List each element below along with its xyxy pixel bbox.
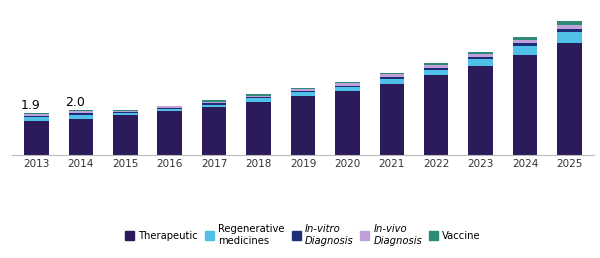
Bar bbox=[157, 108, 182, 109]
Bar bbox=[557, 32, 582, 44]
Bar bbox=[113, 113, 137, 115]
Bar bbox=[24, 114, 49, 116]
Bar bbox=[157, 106, 182, 108]
Bar bbox=[24, 121, 49, 155]
Bar bbox=[335, 83, 359, 86]
Bar bbox=[380, 77, 404, 78]
Bar bbox=[291, 88, 315, 89]
Bar bbox=[380, 75, 404, 77]
Bar bbox=[291, 91, 315, 92]
Bar bbox=[424, 63, 448, 65]
Bar bbox=[469, 52, 493, 54]
Bar bbox=[469, 66, 493, 155]
Bar bbox=[157, 111, 182, 155]
Bar bbox=[24, 113, 49, 114]
Bar bbox=[113, 111, 137, 112]
Bar bbox=[557, 25, 582, 29]
Bar bbox=[469, 54, 493, 57]
Bar bbox=[291, 96, 315, 155]
Bar bbox=[557, 29, 582, 32]
Bar bbox=[24, 116, 49, 117]
Text: 1.9: 1.9 bbox=[21, 99, 41, 112]
Bar bbox=[113, 110, 137, 111]
Bar bbox=[247, 97, 271, 99]
Bar bbox=[68, 119, 93, 155]
Bar bbox=[247, 95, 271, 97]
Bar bbox=[424, 68, 448, 69]
Bar bbox=[335, 86, 359, 87]
Bar bbox=[202, 107, 226, 155]
Bar bbox=[247, 99, 271, 102]
Bar bbox=[113, 112, 137, 113]
Bar bbox=[113, 115, 137, 155]
Bar bbox=[202, 102, 226, 103]
Bar bbox=[291, 89, 315, 91]
Bar bbox=[513, 40, 538, 44]
Text: 2.0: 2.0 bbox=[65, 96, 85, 109]
Bar bbox=[557, 44, 582, 155]
Bar bbox=[247, 94, 271, 95]
Bar bbox=[469, 59, 493, 66]
Bar bbox=[335, 91, 359, 155]
Bar bbox=[380, 73, 404, 75]
Bar bbox=[68, 115, 93, 119]
Bar bbox=[424, 69, 448, 75]
Bar bbox=[557, 21, 582, 25]
Bar bbox=[335, 82, 359, 83]
Bar bbox=[335, 87, 359, 91]
Bar bbox=[424, 65, 448, 68]
Bar bbox=[513, 37, 538, 40]
Bar bbox=[157, 109, 182, 111]
Bar bbox=[68, 110, 93, 111]
Bar bbox=[68, 114, 93, 115]
Bar bbox=[513, 44, 538, 46]
Bar bbox=[380, 84, 404, 155]
Bar bbox=[24, 117, 49, 121]
Bar bbox=[247, 102, 271, 155]
Bar bbox=[513, 46, 538, 55]
Bar bbox=[291, 92, 315, 96]
Legend: Therapeutic, Regenerative
medicines, In-vitro
Diagnosis, In-vivo
Diagnosis, Vacc: Therapeutic, Regenerative medicines, In-… bbox=[121, 220, 485, 250]
Bar bbox=[424, 75, 448, 155]
Bar bbox=[202, 103, 226, 104]
Bar bbox=[380, 78, 404, 84]
Bar bbox=[513, 55, 538, 155]
Bar bbox=[469, 57, 493, 59]
Bar bbox=[68, 111, 93, 114]
Bar bbox=[202, 104, 226, 107]
Bar bbox=[202, 100, 226, 102]
